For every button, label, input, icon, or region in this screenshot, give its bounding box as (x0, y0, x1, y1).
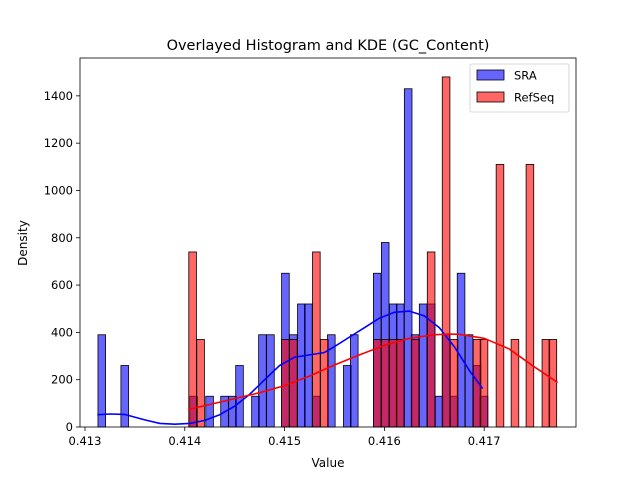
y-tick-label: 800 (51, 231, 73, 245)
bar-refseq (395, 339, 405, 428)
x-axis-ticks: 0.413 0.414 0.415 0.416 0.417 (69, 427, 501, 448)
bar-refseq (312, 251, 321, 428)
bar-sra (418, 303, 428, 428)
bar-sra (343, 365, 352, 428)
bar-refseq (525, 164, 535, 428)
bar-refseq (541, 339, 551, 428)
y-tick-label: 200 (51, 373, 73, 387)
bar-sra (228, 395, 237, 428)
y-axis-label: Density (16, 220, 30, 266)
plot-frame (79, 57, 577, 428)
x-tick-label: 0.416 (368, 434, 401, 448)
bar-sra (434, 395, 444, 428)
legend: SRA RefSeq (469, 63, 570, 113)
y-tick-label: 600 (51, 278, 73, 292)
bar-refseq (479, 339, 489, 428)
y-tick-label: 1400 (44, 89, 73, 103)
bar-refseq (188, 251, 197, 428)
bar-refseq (281, 339, 290, 428)
y-tick-label: 0 (66, 420, 73, 434)
bar-refseq (449, 339, 459, 428)
legend-swatch-sra (476, 69, 505, 81)
bar-refseq (196, 339, 205, 428)
bar-sra (251, 395, 260, 428)
x-axis-label: Value (312, 456, 345, 470)
y-tick-label: 1000 (44, 183, 73, 197)
kde-line-refseq (187, 333, 558, 411)
bar-refseq (426, 251, 436, 428)
bar-sra (205, 395, 214, 428)
bar-sra (97, 334, 106, 428)
kde-line-sra (97, 310, 483, 425)
bar-refseq (495, 164, 505, 428)
bar-sra (266, 334, 275, 428)
bar-refseq (441, 76, 451, 428)
bar-sra (297, 303, 306, 428)
y-tick-label: 400 (51, 325, 73, 339)
x-tick-label: 0.415 (268, 434, 301, 448)
bar-refseq (410, 339, 420, 428)
legend-swatch-refseq (476, 91, 505, 103)
x-tick-label: 0.417 (468, 434, 501, 448)
legend-label-refseq: RefSeq (514, 91, 554, 105)
refseq-bars (188, 76, 558, 428)
y-axis-ticks: 0 200 400 600 800 1000 1200 1400 (44, 89, 80, 434)
x-tick-label: 0.413 (69, 434, 102, 448)
bar-refseq (380, 339, 390, 428)
bar-sra (403, 88, 413, 428)
chart-title: Overlayed Histogram and KDE (GC_Content) (167, 38, 490, 54)
bar-sra (350, 334, 359, 428)
bar-refseq (548, 339, 558, 428)
bar-sra (464, 334, 474, 428)
bar-refseq (373, 339, 382, 428)
y-tick-label: 1200 (44, 136, 73, 150)
kde-curves (97, 310, 558, 425)
bar-sra (120, 365, 129, 428)
legend-label-sra: SRA (514, 69, 537, 83)
x-tick-label: 0.414 (168, 434, 201, 448)
bar-sra (456, 272, 466, 428)
bar-sra (304, 303, 313, 428)
bar-refseq (388, 339, 398, 428)
